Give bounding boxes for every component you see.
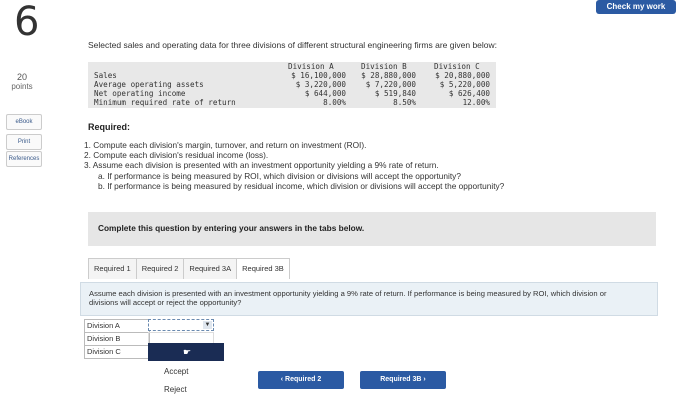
col-header-b: Division B [361,62,407,71]
required-item: 2. Compute each division's residual inco… [84,150,269,161]
cell: $ 20,880,000 [435,71,490,80]
panel-text: Assume each division is presented with a… [89,289,607,307]
data-table: Division A Division B Division C Sales $… [88,62,496,108]
chevron-left-icon: ‹ [280,376,286,383]
col-header-c: Division C [434,62,480,71]
next-button[interactable]: Required 3B › [360,371,446,389]
tab-required-2[interactable]: Required 2 [135,258,185,279]
ebook-button[interactable]: eBook [6,114,42,130]
division-a-select[interactable]: ▼ [148,319,214,331]
cell: $ 5,220,000 [439,80,490,89]
question-panel: Assume each division is presented with a… [80,282,658,316]
division-b-label: Division B [84,332,150,346]
required-item: a. If performance is being measured by R… [98,170,461,181]
cell: 8.50% [393,98,416,107]
intro-text: Selected sales and operating data for th… [88,40,498,50]
cell: $ 28,880,000 [361,71,416,80]
points-label: points [11,82,33,91]
row-label: Minimum required rate of return [94,98,236,107]
cell: $ 626,400 [448,89,490,98]
points-display: 20 points [10,72,34,91]
prev-button[interactable]: ‹ Required 2 [258,371,344,389]
division-a-label: Division A [84,319,150,333]
option-accept[interactable]: Accept [164,367,189,376]
tab-required-3b[interactable]: Required 3B [236,258,290,279]
instruction-banner: Complete this question by entering your … [88,212,656,246]
cell: 8.00% [323,98,346,107]
tab-bar: Required 1 Required 2 Required 3A Requir… [88,258,290,280]
tab-required-3a[interactable]: Required 3A [183,258,238,279]
hand-cursor-icon: ☛ [183,347,192,357]
required-heading: Required: [88,122,131,132]
division-c-label: Division C [84,345,150,359]
row-label: Net operating income [94,89,186,98]
dropdown-highlight[interactable] [148,343,224,361]
cell: $ 644,000 [304,89,346,98]
prev-button-label: Required 2 [285,376,322,383]
cell: $ 16,100,000 [291,71,346,80]
required-item: b. If performance is being measured by r… [98,180,505,191]
next-button-label: Required 3B [380,376,422,383]
required-item: 1. Compute each division's margin, turno… [84,140,367,150]
option-reject[interactable]: Reject [164,385,187,394]
cell: $ 3,220,000 [295,80,346,89]
check-my-work-button[interactable]: Check my work [596,0,676,14]
required-item: 3. Assume each division is presented wit… [84,160,439,171]
required-list: 1. Compute each division's margin, turno… [84,140,504,191]
col-header-a: Division A [288,62,334,71]
instruction-text: Complete this question by entering your … [98,223,365,233]
print-button[interactable]: Print [6,134,42,150]
cell: $ 7,220,000 [365,80,416,89]
question-number: 6 [14,0,40,45]
row-label: Sales [94,71,117,80]
cell: $ 519,840 [374,89,416,98]
row-label: Average operating assets [94,80,204,89]
references-button[interactable]: References [6,151,42,167]
points-value: 20 [16,72,27,82]
chevron-down-icon[interactable]: ▼ [203,321,212,329]
chevron-right-icon: › [421,376,426,383]
cell: 12.00% [462,98,490,107]
tab-required-1[interactable]: Required 1 [88,258,137,279]
